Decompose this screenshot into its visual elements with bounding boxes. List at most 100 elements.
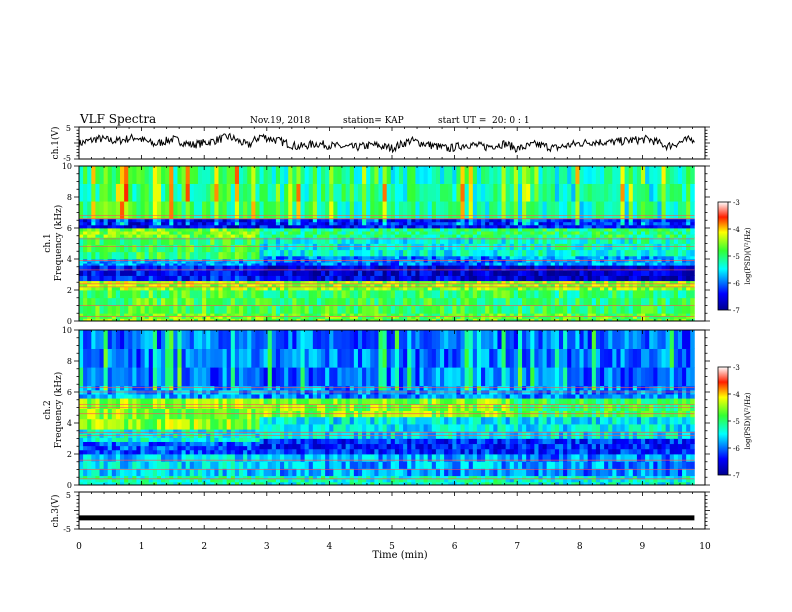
spectrogram-cell (169, 228, 174, 232)
spectrogram-cell (177, 280, 182, 285)
spectrogram-cell (120, 468, 125, 477)
spectrogram-cell (558, 286, 564, 291)
spectrogram-cell (230, 231, 236, 235)
spectrogram-cell (567, 290, 572, 299)
spectrogram-cell (152, 166, 158, 184)
spectrogram-cell (464, 265, 470, 271)
spectrogram-cell (189, 265, 195, 271)
spectrogram-cell (485, 201, 490, 220)
spectrogram-cell (620, 234, 626, 238)
spectrogram-cell (120, 228, 125, 232)
spectrogram-cell (575, 255, 580, 260)
spectrogram-cell (152, 315, 158, 319)
spectrogram-cell (177, 224, 182, 229)
spectrogram-cell (120, 394, 125, 399)
spectrogram-cell (505, 280, 511, 285)
spectrogram-cell (686, 201, 691, 220)
spectrogram-cell (497, 228, 502, 232)
spectrogram-cell (115, 286, 121, 291)
spectrogram-cell (423, 231, 429, 235)
spectrogram-cell (489, 218, 494, 223)
spectrogram-cell (624, 234, 630, 238)
spectrogram-cell (165, 478, 170, 483)
spectrogram-cell (571, 313, 576, 317)
spectrogram-cell (189, 461, 195, 469)
spectrogram-cell (476, 265, 482, 271)
spectrogram-cell (476, 166, 482, 184)
spectrogram-cell (386, 280, 392, 285)
spectrogram-cell (83, 265, 88, 271)
spectrogram-cell (165, 231, 170, 235)
spectrogram-cell (181, 441, 187, 447)
spectrogram-cell (591, 270, 597, 276)
spectrogram-cell (115, 261, 121, 264)
spectrogram-cell (247, 261, 252, 264)
spectrogram-cell (427, 313, 433, 317)
spectrogram-cell (563, 231, 568, 235)
spectrogram-cell (653, 318, 658, 322)
spectrogram-cell (103, 437, 109, 442)
spectrogram-cell (608, 221, 613, 226)
spectrogram-cell (645, 280, 650, 285)
spectrogram-cell (579, 166, 584, 184)
spectrogram-cell (316, 228, 322, 232)
spectrogram-cell (571, 255, 576, 260)
spectrogram-cell (476, 270, 482, 276)
spectrogram-cell (132, 286, 137, 291)
spectrogram-cell (641, 262, 646, 266)
spectrogram-cell (468, 224, 474, 229)
spectrogram-cell (95, 468, 100, 477)
spectrogram-cell (460, 221, 466, 226)
spectrogram-cell (558, 313, 564, 317)
spectrogram-cell (390, 224, 396, 229)
spectrogram-cell (390, 283, 396, 288)
spectrogram-cell (181, 445, 187, 451)
spectrogram-cell (296, 201, 301, 220)
spectrogram-cell (304, 262, 310, 266)
spectrogram-cell (87, 290, 92, 299)
spectrogram-cell (251, 166, 256, 184)
spectrogram-cell (79, 265, 84, 271)
spectrogram-cell (366, 234, 371, 238)
spectrogram-cell (226, 305, 232, 314)
spectrogram-cell (165, 244, 170, 253)
spectrogram-cell (362, 265, 367, 271)
spectrogram-cell (427, 231, 433, 235)
spectrogram-cell (91, 201, 96, 220)
spectrogram-cell (472, 280, 478, 285)
spectrogram-cell (427, 280, 433, 285)
spectrogram-cell (431, 280, 437, 285)
spectrogram-cell (79, 283, 84, 288)
spectrogram-cell (497, 166, 502, 184)
spectrogram-cell (686, 218, 691, 223)
spectrogram-cell (312, 231, 318, 235)
spectrogram-cell (452, 270, 457, 276)
spectrogram-cell (292, 218, 297, 223)
spectrogram-cell (677, 249, 683, 257)
spectrogram-cell (263, 265, 269, 271)
spectrogram-cell (83, 367, 88, 387)
spectrogram-cell (448, 283, 453, 288)
spectrogram-cell (177, 315, 182, 319)
spectrogram-cell (140, 313, 146, 317)
spectrogram-cell (357, 305, 363, 314)
spectrogram-cell (476, 305, 482, 314)
spectrogram-cell (136, 367, 141, 387)
spectrogram-cell (386, 249, 392, 257)
spectrogram-cell (390, 183, 396, 202)
spectrogram-cell (579, 234, 584, 238)
spectrogram-cell (431, 265, 437, 271)
spectrogram-cell (349, 224, 355, 229)
spectrogram-cell (87, 280, 92, 285)
spectrogram-cell (107, 318, 113, 322)
spectrogram-cell (271, 318, 277, 322)
spectrogram-cell (390, 166, 396, 184)
spectrogram-cell (600, 305, 605, 314)
spectrogram-cell (398, 275, 404, 282)
spectrogram-cell (103, 441, 109, 447)
spectrogram-cell (247, 283, 252, 288)
spectrogram-cell (304, 201, 310, 220)
spectrogram-cell (587, 224, 593, 229)
spectrogram-cell (431, 313, 437, 317)
spectrogram-cell (407, 315, 412, 319)
